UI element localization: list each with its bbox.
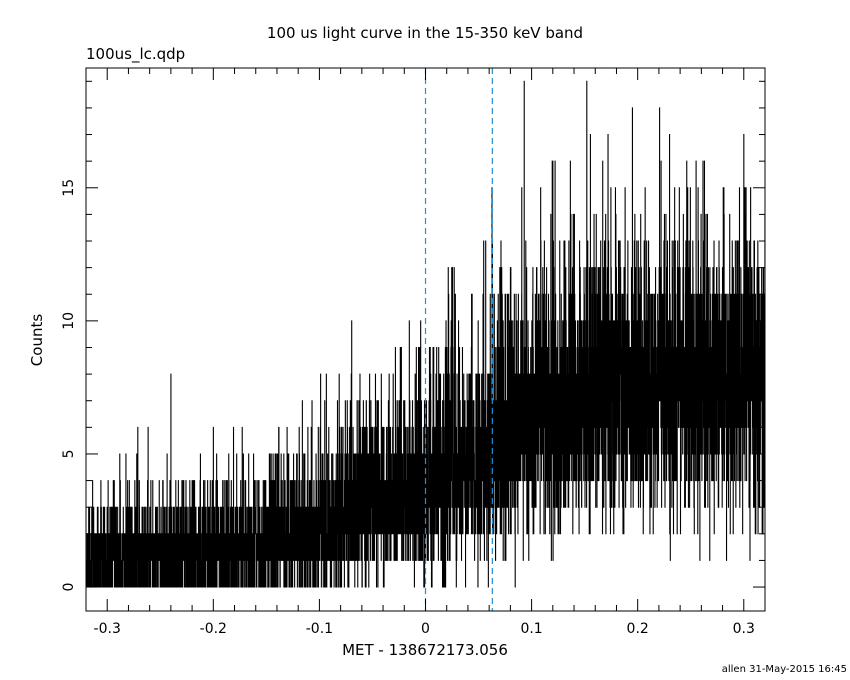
y-tick-label: 15 <box>61 179 77 197</box>
axis-ticks: -0.3 -0.2 -0.1 0 0.1 0.2 0.3 0 5 10 15 <box>61 68 766 637</box>
x-tick-label: -0.3 <box>94 621 121 637</box>
x-tick-label: 0.2 <box>627 621 649 637</box>
x-tick-label: -0.1 <box>306 621 333 637</box>
x-tick-label: 0.1 <box>520 621 542 637</box>
y-tick-label: 10 <box>61 312 77 330</box>
footer-stamp: allen 31-May-2015 16:45 <box>722 664 847 675</box>
count-histogram-line <box>85 80 766 588</box>
light-curve-series <box>85 80 766 588</box>
x-axis-label: MET - 138672173.056 <box>342 641 508 659</box>
y-tick-label: 0 <box>61 583 77 592</box>
x-tick-label: 0 <box>421 621 430 637</box>
chart-title: 100 us light curve in the 15-350 keV ban… <box>267 24 583 42</box>
y-tick-label: 5 <box>61 449 77 458</box>
marker-lines <box>424 68 493 611</box>
x-tick-label: -0.2 <box>200 621 227 637</box>
x-tick-label: 0.3 <box>733 621 755 637</box>
y-axis-label: Counts <box>28 314 46 367</box>
file-label: 100us_lc.qdp <box>86 45 185 64</box>
